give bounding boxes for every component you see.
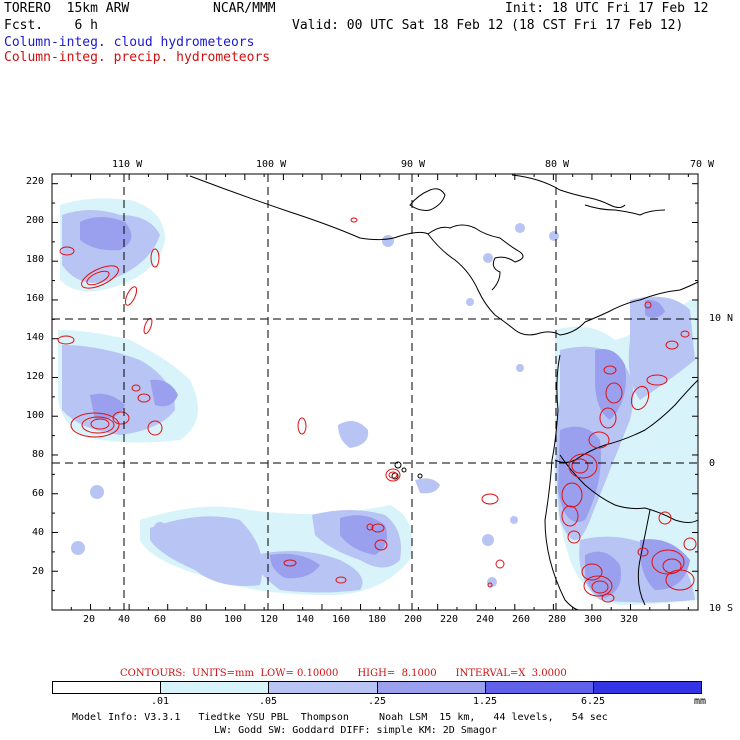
x-tick-label: 160 (332, 614, 351, 625)
y-tick-label: 20 (32, 566, 45, 577)
x-tick-label: 40 (118, 614, 131, 625)
legend-swatch (485, 682, 594, 693)
lon-label-80w: 80 W (545, 159, 570, 170)
x-tick-label: 220 (440, 614, 459, 625)
model-info-line1: Model Info: V3.3.1 Tiedtke YSU PBL Thomp… (72, 712, 608, 723)
y-tick-label: 220 (26, 176, 45, 187)
x-tick-label: 260 (512, 614, 531, 625)
x-tick-label: 180 (368, 614, 387, 625)
lon-label-70w: 70 W (690, 159, 715, 170)
organization-label: NCAR/MMM (213, 1, 276, 16)
lon-label-110w: 110 W (112, 159, 143, 170)
x-tick-label: 20 (83, 614, 96, 625)
y-tick-label: 180 (26, 254, 45, 265)
x-tick-label: 280 (548, 614, 567, 625)
legend-label: 1.25 (472, 696, 498, 707)
legend-swatch (377, 682, 486, 693)
model-title: TORERO 15km ARW (4, 1, 130, 16)
x-tick-label: 60 (154, 614, 167, 625)
map-frame (51, 173, 699, 611)
field-cloud-label: Column-integ. cloud hydrometeors (4, 35, 255, 50)
legend-swatch (53, 682, 162, 693)
x-tick-label: 80 (190, 614, 203, 625)
y-tick-label: 80 (32, 449, 45, 460)
legend-label: .01 (150, 696, 170, 707)
axis-ticks (51, 174, 698, 611)
y-tick-label: 100 (26, 410, 45, 421)
y-tick-label: 200 (26, 215, 45, 226)
x-tick-label: 240 (476, 614, 495, 625)
field-precip-label: Column-integ. precip. hydrometeors (4, 50, 271, 65)
model-info-line2: LW: Godd SW: Goddard DIFF: simple KM: 2D… (214, 725, 497, 736)
x-tick-label: 300 (584, 614, 603, 625)
legend-label: .25 (367, 696, 387, 707)
legend-swatch (269, 682, 378, 693)
latlon-grid (52, 174, 698, 610)
y-tick-label: 140 (26, 332, 45, 343)
x-tick-label: 100 (224, 614, 243, 625)
legend-label: .05 (258, 696, 278, 707)
lat-label-10s: 10 S (709, 603, 734, 614)
precip-contours (57, 217, 697, 603)
y-tick-label: 60 (32, 488, 45, 499)
lon-label-90w: 90 W (401, 159, 426, 170)
forecast-hour: Fcst. 6 h (4, 18, 98, 33)
y-tick-label: 120 (26, 371, 45, 382)
cloud-shading (58, 198, 698, 605)
legend-label: 6.25 (580, 696, 606, 707)
lat-label-10n: 10 N (709, 313, 734, 324)
x-tick-label: 320 (620, 614, 639, 625)
legend-swatch (593, 682, 702, 693)
x-tick-label: 200 (404, 614, 423, 625)
x-tick-label: 140 (296, 614, 315, 625)
lon-label-100w: 100 W (256, 159, 287, 170)
init-time: Init: 18 UTC Fri 17 Feb 12 (505, 1, 709, 16)
lat-label-0: 0 (709, 458, 716, 469)
contours-info: CONTOURS: UNITS=mm LOW= 0.10000 HIGH= 8.… (120, 668, 567, 679)
x-tick-label: 120 (260, 614, 279, 625)
legend-colorbar (52, 681, 702, 694)
y-tick-label: 160 (26, 293, 45, 304)
valid-time: Valid: 00 UTC Sat 18 Feb 12 (18 CST Fri … (292, 18, 684, 33)
legend-swatch (161, 682, 270, 693)
y-tick-label: 40 (32, 527, 45, 538)
legend-units: mm (693, 696, 707, 707)
